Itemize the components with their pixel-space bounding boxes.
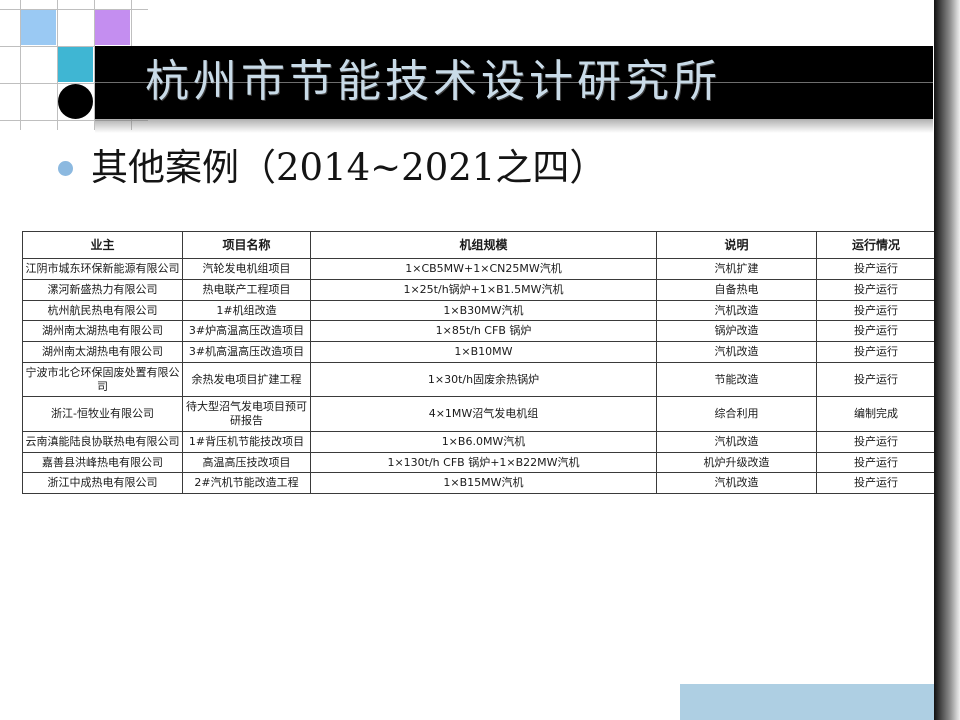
- slide-title: 杭州市节能技术设计研究所: [145, 56, 721, 107]
- cell-status: 编制完成: [816, 396, 936, 432]
- cell-spec: 1×85t/h CFB 锅炉: [310, 320, 657, 342]
- bullet-icon: [58, 160, 73, 176]
- cell-owner: 云南滇能陆良协联热电有限公司: [22, 430, 183, 453]
- cell-spec: 1×25t/h锅炉+1×B1.5MW汽机: [310, 278, 657, 301]
- right-edge-gradient-bar: [934, 0, 960, 720]
- grid-line-vertical: [94, 0, 95, 130]
- grid-line-horizontal: [0, 9, 148, 10]
- cell-project: 1#背压机节能技改项目: [182, 430, 311, 453]
- grid-line-horizontal: [0, 46, 148, 47]
- column-header-note: 说明: [656, 231, 817, 259]
- cell-status: 投产运行: [816, 320, 936, 342]
- table-row: 浙江中成热电有限公司 2#汽机节能改造工程 1×B15MW汽机 汽机改造 投产运行: [22, 472, 936, 494]
- cell-status: 投产运行: [816, 472, 936, 494]
- cell-spec: 1×B15MW汽机: [310, 472, 657, 494]
- cell-owner: 嘉善县洪峰热电有限公司: [22, 451, 183, 474]
- cell-note: 汽机改造: [656, 299, 817, 322]
- cell-spec: 1×B10MW: [310, 341, 657, 363]
- column-header-project: 项目名称: [182, 231, 311, 259]
- cell-spec: 1×B6.0MW汽机: [310, 430, 657, 453]
- cell-note: 机炉升级改造: [656, 451, 817, 474]
- cell-owner: 浙江-恒牧业有限公司: [22, 396, 183, 432]
- table-header: 业主 项目名称 机组规模 说明 运行情况: [22, 231, 936, 259]
- column-header-owner: 业主: [22, 231, 183, 259]
- case-table-container: 业主 项目名称 机组规模 说明 运行情况 江阴市城东环保新能源有限公司 汽轮发电机…: [22, 231, 936, 494]
- cell-status: 投产运行: [816, 451, 936, 474]
- cell-project: 1#机组改造: [182, 299, 311, 322]
- cell-spec: 1×30t/h固废余热锅炉: [310, 361, 657, 398]
- cell-project: 高温高压技改项目: [182, 451, 311, 474]
- table-row: 宁波市北仑环保固废处置有限公司 余热发电项目扩建工程 1×30t/h固废余热锅炉 节能…: [22, 361, 936, 398]
- bottom-accent-block: [680, 684, 934, 720]
- grid-line-horizontal: [0, 83, 148, 84]
- slide-subtitle: 其他案例（2014~2021之四）: [91, 146, 607, 189]
- decorative-square-teal: [58, 47, 93, 82]
- cell-note: 锅炉改造: [656, 320, 817, 342]
- case-table: 业主 项目名称 机组规模 说明 运行情况 江阴市城东环保新能源有限公司 汽轮发电机…: [22, 231, 936, 494]
- decorative-square-blue: [21, 10, 56, 45]
- cell-owner: 湖州南太湖热电有限公司: [22, 341, 183, 363]
- decorative-circle-black: [58, 84, 93, 119]
- cell-note: 汽机改造: [656, 430, 817, 453]
- table-row: 嘉善县洪峰热电有限公司 高温高压技改项目 1×130t/h CFB 锅炉+1×B22…: [22, 451, 936, 474]
- cell-owner: 漯河新盛热力有限公司: [22, 278, 183, 301]
- cell-owner: 杭州航民热电有限公司: [22, 299, 183, 322]
- decorative-square-purple: [95, 10, 130, 45]
- table-row: 江阴市城东环保新能源有限公司 汽轮发电机组项目 1×CB5MW+1×CN25MW汽机…: [22, 258, 936, 280]
- cell-project: 2#汽机节能改造工程: [182, 472, 311, 494]
- grid-line-vertical: [57, 0, 58, 130]
- table-body: 江阴市城东环保新能源有限公司 汽轮发电机组项目 1×CB5MW+1×CN25MW汽机…: [22, 258, 936, 494]
- cell-spec: 4×1MW沼气发电机组: [310, 396, 657, 432]
- cell-status: 投产运行: [816, 341, 936, 363]
- table-row: 云南滇能陆良协联热电有限公司 1#背压机节能技改项目 1×B6.0MW汽机 汽机改造投…: [22, 430, 936, 453]
- cell-status: 投产运行: [816, 361, 936, 398]
- column-header-spec: 机组规模: [310, 231, 657, 259]
- cell-project: 热电联产工程项目: [182, 278, 311, 301]
- cell-project: 3#机高温高压改造项目: [182, 341, 311, 363]
- column-header-status: 运行情况: [816, 231, 936, 259]
- table-row: 浙江-恒牧业有限公司 待大型沼气发电项目预可研报告 4×1MW沼气发电机组 综合利用编…: [22, 396, 936, 432]
- table-row: 湖州南太湖热电有限公司 3#机高温高压改造项目 1×B10MW 汽机改造 投产运行: [22, 341, 936, 363]
- subtitle-row: 其他案例（2014~2021之四）: [58, 146, 607, 189]
- cell-note: 自备热电: [656, 278, 817, 301]
- cell-status: 投产运行: [816, 278, 936, 301]
- cell-note: 节能改造: [656, 361, 817, 398]
- cell-owner: 江阴市城东环保新能源有限公司: [22, 258, 183, 280]
- cell-note: 汽机扩建: [656, 258, 817, 280]
- cell-note: 综合利用: [656, 396, 817, 432]
- title-bar-rule: [95, 82, 933, 83]
- grid-line-vertical: [20, 0, 21, 130]
- cell-project: 3#炉高温高压改造项目: [182, 320, 311, 342]
- table-row: 湖州南太湖热电有限公司 3#炉高温高压改造项目 1×85t/h CFB 锅炉 锅炉改造…: [22, 320, 936, 342]
- cell-project: 待大型沼气发电项目预可研报告: [182, 396, 311, 432]
- table-row: 杭州航民热电有限公司 1#机组改造 1×B30MW汽机 汽机改造 投产运行: [22, 299, 936, 322]
- cell-owner: 宁波市北仑环保固废处置有限公司: [22, 361, 183, 398]
- cell-owner: 浙江中成热电有限公司: [22, 472, 183, 494]
- cell-owner: 湖州南太湖热电有限公司: [22, 320, 183, 342]
- cell-status: 投产运行: [816, 430, 936, 453]
- cell-status: 投产运行: [816, 299, 936, 322]
- table-row: 漯河新盛热力有限公司 热电联产工程项目 1×25t/h锅炉+1×B1.5MW汽机 自备…: [22, 278, 936, 301]
- table-header-row: 业主 项目名称 机组规模 说明 运行情况: [22, 231, 936, 259]
- cell-spec: 1×B30MW汽机: [310, 299, 657, 322]
- cell-spec: 1×130t/h CFB 锅炉+1×B22MW汽机: [310, 451, 657, 474]
- cell-status: 投产运行: [816, 258, 936, 280]
- cell-project: 余热发电项目扩建工程: [182, 361, 311, 398]
- cell-note: 汽机改造: [656, 341, 817, 363]
- grid-line-horizontal: [0, 120, 148, 121]
- title-bar-shadow: [95, 119, 933, 133]
- cell-spec: 1×CB5MW+1×CN25MW汽机: [310, 258, 657, 280]
- cell-note: 汽机改造: [656, 472, 817, 494]
- cell-project: 汽轮发电机组项目: [182, 258, 311, 280]
